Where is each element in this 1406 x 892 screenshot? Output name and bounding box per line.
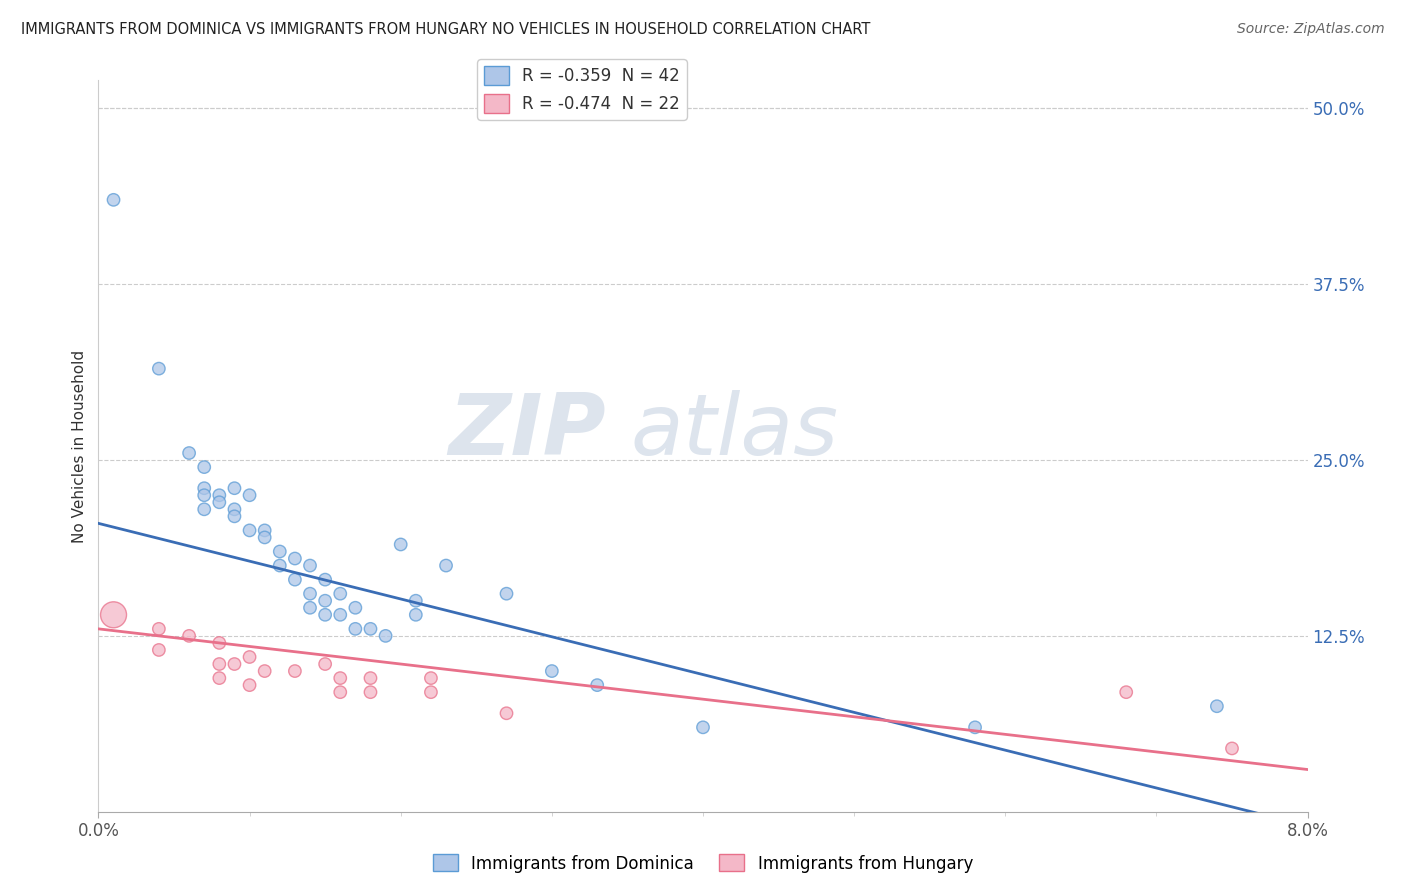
Point xyxy=(692,720,714,734)
Point xyxy=(299,558,322,573)
Point xyxy=(224,657,246,671)
Text: ZIP: ZIP xyxy=(449,390,606,473)
Point xyxy=(1115,685,1137,699)
Point xyxy=(193,502,215,516)
Legend: Immigrants from Dominica, Immigrants from Hungary: Immigrants from Dominica, Immigrants fro… xyxy=(426,847,980,880)
Point xyxy=(329,607,352,622)
Point xyxy=(420,671,443,685)
Point xyxy=(269,544,291,558)
Point xyxy=(253,524,276,538)
Text: IMMIGRANTS FROM DOMINICA VS IMMIGRANTS FROM HUNGARY NO VEHICLES IN HOUSEHOLD COR: IMMIGRANTS FROM DOMINICA VS IMMIGRANTS F… xyxy=(21,22,870,37)
Point xyxy=(208,495,231,509)
Point xyxy=(239,488,262,502)
Point xyxy=(179,629,201,643)
Point xyxy=(253,664,276,678)
Point xyxy=(314,657,336,671)
Point xyxy=(299,600,322,615)
Point xyxy=(208,636,231,650)
Point xyxy=(329,587,352,601)
Text: Source: ZipAtlas.com: Source: ZipAtlas.com xyxy=(1237,22,1385,37)
Point xyxy=(239,650,262,665)
Point xyxy=(405,607,427,622)
Point xyxy=(208,671,231,685)
Point xyxy=(148,361,170,376)
Point xyxy=(344,622,367,636)
Point xyxy=(269,558,291,573)
Point xyxy=(284,664,307,678)
Point xyxy=(314,573,336,587)
Point xyxy=(193,481,215,495)
Point xyxy=(208,657,231,671)
Point xyxy=(224,481,246,495)
Point xyxy=(208,488,231,502)
Point xyxy=(193,488,215,502)
Point xyxy=(420,685,443,699)
Point xyxy=(224,502,246,516)
Point xyxy=(374,629,396,643)
Legend: R = -0.359  N = 42, R = -0.474  N = 22: R = -0.359 N = 42, R = -0.474 N = 22 xyxy=(478,60,686,120)
Point xyxy=(284,551,307,566)
Point xyxy=(495,706,517,721)
Point xyxy=(1206,699,1229,714)
Point xyxy=(253,530,276,544)
Text: atlas: atlas xyxy=(630,390,838,473)
Point xyxy=(586,678,609,692)
Point xyxy=(314,593,336,607)
Point xyxy=(314,607,336,622)
Point xyxy=(239,524,262,538)
Point xyxy=(405,593,427,607)
Point xyxy=(329,671,352,685)
Y-axis label: No Vehicles in Household: No Vehicles in Household xyxy=(72,350,87,542)
Point xyxy=(193,460,215,475)
Point xyxy=(360,622,382,636)
Point xyxy=(495,587,517,601)
Point xyxy=(434,558,457,573)
Point xyxy=(148,622,170,636)
Point xyxy=(179,446,201,460)
Point xyxy=(103,193,125,207)
Point xyxy=(540,664,562,678)
Point xyxy=(360,671,382,685)
Point xyxy=(299,587,322,601)
Point xyxy=(965,720,987,734)
Point xyxy=(329,685,352,699)
Point xyxy=(224,509,246,524)
Point xyxy=(148,643,170,657)
Point xyxy=(360,685,382,699)
Point xyxy=(239,678,262,692)
Point xyxy=(284,573,307,587)
Point xyxy=(344,600,367,615)
Point xyxy=(389,537,412,551)
Point xyxy=(103,607,125,622)
Point xyxy=(1220,741,1243,756)
